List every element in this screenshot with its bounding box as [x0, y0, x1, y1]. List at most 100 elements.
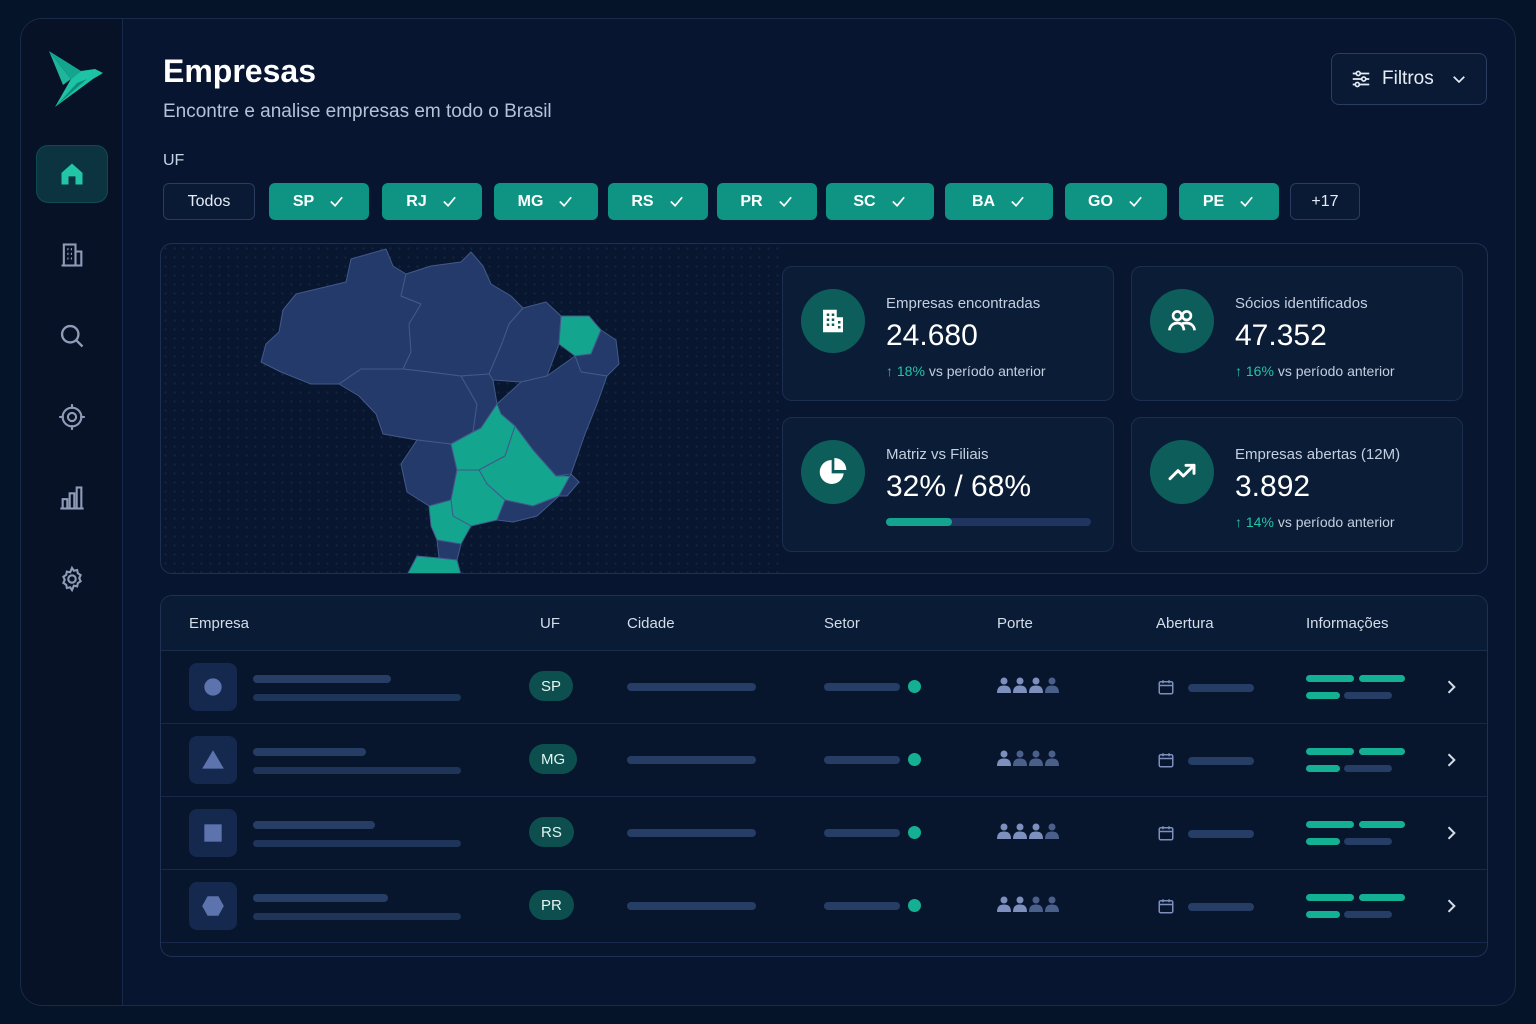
chip-label: Todos: [187, 192, 231, 210]
company-cnpj-placeholder: [253, 694, 461, 701]
company-logo: [189, 736, 237, 784]
stat-delta: ↑ 14% vs período anterior: [1235, 514, 1395, 530]
sidebar-item-search[interactable]: [36, 307, 108, 365]
chevron-right-icon[interactable]: [1441, 750, 1461, 770]
column-header-opening[interactable]: Abertura: [1156, 615, 1214, 632]
company-logo: [189, 882, 237, 930]
company-name-placeholder: [253, 675, 391, 683]
column-header-company[interactable]: Empresa: [189, 615, 250, 632]
city-placeholder: [627, 829, 756, 837]
stat-label: Empresas encontradas: [886, 295, 1041, 312]
stat-card-new-companies: Empresas abertas (12M) 3.892 ↑ 14% vs pe…: [1131, 417, 1463, 552]
uf-badge-label: MG: [541, 750, 566, 768]
bird-logo-icon: [49, 51, 103, 107]
sidebar-item-reports[interactable]: [36, 469, 108, 527]
chevron-right-icon[interactable]: [1441, 677, 1461, 697]
opening-date-placeholder: [1188, 757, 1254, 765]
page-subtitle: Encontre e analise empresas em todo o Br…: [163, 101, 552, 122]
chip-label: SC: [853, 192, 876, 210]
uf-badge-label: PR: [541, 896, 562, 914]
sidebar-item-settings[interactable]: [36, 550, 108, 608]
chip-todos[interactable]: Todos: [163, 183, 255, 220]
main-content: Empresas Encontre e analise empresas em …: [123, 19, 1515, 1005]
sidebar-item-companies[interactable]: [36, 226, 108, 284]
stat-delta-suffix: vs período anterior: [928, 363, 1046, 379]
info-bar: [1306, 765, 1340, 772]
calendar-icon: [1158, 753, 1174, 768]
opening-date-placeholder: [1188, 684, 1254, 692]
company-cnpj-placeholder: [253, 767, 461, 774]
chip-go[interactable]: GO: [1065, 183, 1167, 220]
info-bar: [1344, 911, 1392, 918]
table-row[interactable]: MG: [161, 724, 1487, 797]
calendar-icon: [1158, 899, 1174, 914]
table-row[interactable]: SP: [161, 651, 1487, 724]
company-name-placeholder: [253, 821, 375, 829]
chevron-right-icon[interactable]: [1441, 823, 1461, 843]
chip-rj[interactable]: RJ: [382, 183, 482, 220]
company-size-icons: [997, 896, 1059, 912]
gear-icon: [62, 565, 82, 593]
chip-more[interactable]: +17: [1290, 183, 1360, 220]
info-bar: [1306, 894, 1354, 901]
chevron-right-icon[interactable]: [1441, 896, 1461, 916]
column-header-size[interactable]: Porte: [997, 615, 1033, 632]
stat-value: 32% / 68%: [886, 470, 1032, 503]
chip-pr[interactable]: PR: [717, 183, 817, 220]
check-icon: [669, 196, 683, 208]
sector-status-dot: [908, 899, 921, 912]
stat-delta-suffix: vs período anterior: [1277, 363, 1395, 379]
opening-date-placeholder: [1188, 830, 1254, 838]
info-bar: [1359, 748, 1405, 755]
check-icon: [1240, 196, 1253, 208]
filters-button[interactable]: Filtros: [1331, 53, 1487, 105]
uf-filter-label: UF: [163, 152, 185, 169]
company-size-icons: [997, 677, 1059, 693]
info-bar: [1306, 838, 1340, 845]
chip-rs[interactable]: RS: [608, 183, 708, 220]
stat-icon-circle: [1150, 289, 1214, 353]
company-logo-shape-icon: [202, 750, 224, 769]
chip-sc[interactable]: SC: [826, 183, 934, 220]
check-icon: [778, 196, 792, 208]
info-bar: [1344, 838, 1392, 845]
info-bar: [1359, 675, 1405, 682]
uf-badge-label: SP: [541, 677, 562, 695]
calendar-icon: [1158, 826, 1174, 841]
info-bar: [1344, 692, 1392, 699]
column-header-city[interactable]: Cidade: [627, 615, 675, 632]
chip-pe[interactable]: PE: [1179, 183, 1279, 220]
column-header-sector[interactable]: Setor: [824, 615, 860, 632]
home-icon: [61, 163, 83, 185]
table-row[interactable]: PR: [161, 870, 1487, 943]
stat-label: Matriz vs Filiais: [886, 446, 989, 463]
info-bar: [1344, 765, 1392, 772]
trending-up-icon: [1168, 463, 1196, 481]
table-row[interactable]: RS: [161, 797, 1487, 870]
map-region-mato-grosso-sul: [400, 439, 458, 507]
map-region-rio-grande-sul: [407, 555, 461, 573]
check-icon: [1129, 196, 1142, 208]
column-header-uf[interactable]: UF: [540, 615, 560, 632]
building-icon: [61, 243, 83, 267]
chip-label: RJ: [406, 192, 427, 210]
chip-ba[interactable]: BA: [945, 183, 1053, 220]
stat-value: 24.680: [886, 319, 978, 352]
sector-status-dot: [908, 753, 921, 766]
info-bar: [1359, 894, 1405, 901]
sidebar-item-targets[interactable]: [36, 388, 108, 446]
chip-label: PR: [740, 192, 763, 210]
chip-mg[interactable]: MG: [494, 183, 598, 220]
check-icon: [442, 196, 456, 208]
info-bar: [1306, 692, 1340, 699]
sector-placeholder: [824, 902, 900, 910]
filters-label: Filtros: [1382, 68, 1434, 89]
chip-label: +17: [1311, 192, 1339, 210]
stat-icon-circle: [801, 440, 865, 504]
users-icon: [1168, 310, 1196, 331]
chip-sp[interactable]: SP: [269, 183, 369, 220]
column-header-info[interactable]: Informações: [1306, 615, 1389, 632]
stat-delta-suffix: vs período anterior: [1277, 514, 1395, 530]
info-bar: [1306, 821, 1354, 828]
sidebar-item-home[interactable]: [36, 145, 108, 203]
